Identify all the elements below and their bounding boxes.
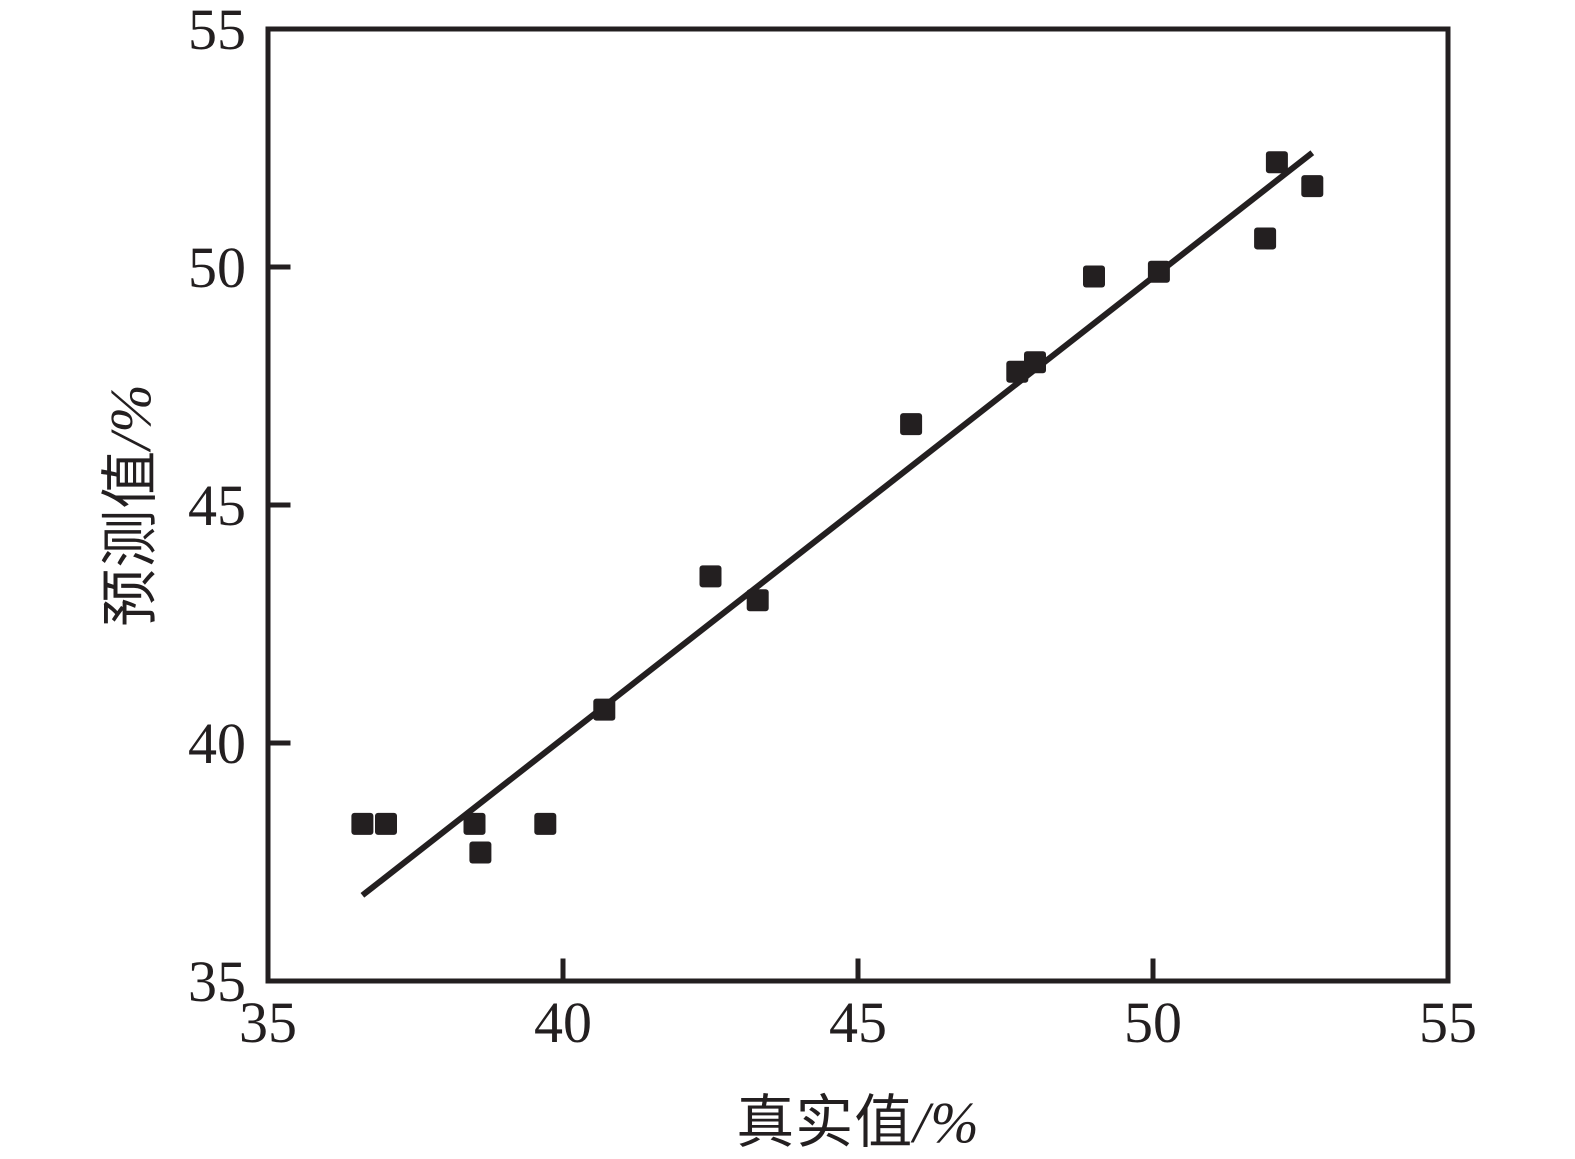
x-axis-title-unit: /% [913, 1090, 980, 1155]
y-axis-title-unit: /% [98, 383, 163, 450]
data-point [1006, 360, 1029, 383]
y-axis-title-text: 预测值 [98, 449, 163, 627]
data-point [746, 589, 769, 612]
x-tick-label: 55 [1419, 990, 1477, 1055]
x-tick-label: 45 [829, 990, 887, 1055]
data-point [469, 841, 492, 864]
x-tick-label: 35 [239, 990, 297, 1055]
data-point [1083, 265, 1105, 288]
y-tick-label: 40 [188, 711, 246, 776]
data-point [900, 413, 923, 436]
y-axis-title: 预测值/% [83, 383, 167, 626]
x-tick-label: 40 [534, 990, 592, 1055]
y-tick-label: 45 [188, 473, 246, 538]
x-axis-title-text: 真实值 [736, 1090, 914, 1155]
data-point [1024, 351, 1046, 374]
y-tick-label: 55 [188, 0, 246, 62]
data-point [534, 812, 557, 835]
data-point [699, 565, 722, 588]
data-point [1265, 151, 1288, 174]
y-tick-label: 50 [188, 235, 246, 300]
data-point [593, 698, 616, 721]
data-point [351, 812, 374, 835]
data-point [1301, 175, 1324, 198]
data-point [463, 812, 486, 835]
data-point [375, 812, 397, 835]
plot-border [265, 26, 1451, 984]
x-tick-label: 50 [1124, 990, 1182, 1055]
x-axis-title: 真实值/% [268, 1075, 1448, 1159]
data-point [1254, 227, 1277, 250]
y-tick-label: 35 [188, 949, 246, 1014]
data-point [1147, 260, 1170, 283]
